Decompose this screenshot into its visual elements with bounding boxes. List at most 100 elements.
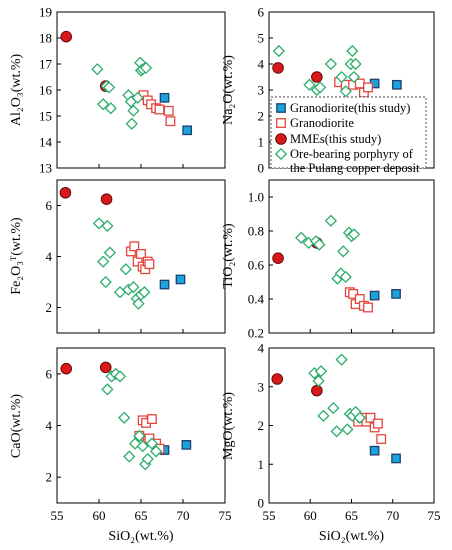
y-tick-label: 18 [39, 31, 52, 46]
y-tick-label: 0.6 [248, 258, 265, 273]
y-tick-label: 4 [258, 341, 265, 356]
data-point [317, 409, 330, 422]
data-point [354, 78, 365, 89]
data-point [165, 116, 176, 127]
data-point [101, 383, 114, 396]
y-tick-label: 2 [258, 418, 265, 433]
data-point [272, 252, 284, 265]
legend-label: MMEs(this study) [290, 132, 381, 146]
y-tick-label: 1 [258, 135, 265, 150]
data-point [141, 452, 154, 466]
data-point [127, 280, 140, 294]
series-granodiorite [344, 287, 373, 313]
x-tick-label: 55 [51, 508, 64, 523]
data-point [150, 445, 163, 458]
y-tick-label: 2 [46, 300, 53, 315]
legend-marker [276, 118, 286, 128]
y-tick-label: 17 [39, 57, 53, 72]
data-point [314, 81, 327, 94]
data-point [138, 286, 151, 299]
y-tick-label: 4 [46, 249, 53, 264]
series-porphyry [295, 214, 361, 285]
data-point [113, 370, 127, 383]
series-granodiorite_study [369, 78, 402, 90]
y-tick-label: 0.2 [248, 326, 264, 341]
y-tick-label: 14 [39, 135, 53, 150]
data-point [365, 412, 376, 423]
x-tick-label: 75 [219, 508, 232, 523]
data-point [101, 219, 114, 233]
plot-frame [268, 179, 435, 334]
data-point [346, 44, 359, 58]
series-porphyry [272, 44, 362, 98]
data-point [303, 78, 316, 91]
data-point [127, 104, 140, 117]
y-tick-label: 1.0 [248, 190, 264, 205]
series-mmes [59, 186, 113, 205]
y-axis-label: Fe₂O₃ᵀ(wt.%) [9, 217, 24, 295]
data-point [146, 414, 157, 424]
x-tick-label: 65 [345, 508, 358, 523]
data-point [100, 193, 113, 205]
panel-al2o3: 13 14 15 16 17 18 19 Al₂O₃(wt.%) [9, 5, 226, 176]
y-tick-label: 0 [258, 161, 265, 176]
data-point [182, 125, 193, 136]
series-granodiorite_study [369, 445, 401, 464]
data-point [97, 98, 110, 111]
y-tick-label: 3 [258, 379, 265, 394]
legend-item-granodiorite: Granodiorite [276, 116, 354, 130]
data-point [392, 79, 402, 90]
series-mmes [272, 62, 323, 83]
data-point [91, 63, 104, 76]
data-point [391, 453, 401, 464]
data-point [60, 362, 73, 375]
panel-cao: 2 4 6 55 60 65 70 75 CaO(wt.%) SiO₂(wt.%) [9, 347, 232, 544]
data-point [363, 302, 373, 313]
data-point [102, 81, 116, 94]
data-point [391, 289, 401, 299]
data-point [125, 117, 138, 130]
data-point [272, 44, 286, 58]
x-tick-label: 60 [304, 508, 317, 523]
data-point [103, 246, 117, 259]
data-point [139, 61, 153, 75]
x-axis-label: SiO₂(wt.%) [108, 529, 173, 544]
series-porphyry [308, 353, 366, 438]
data-point [324, 57, 337, 71]
y-axis-label: Na₂O(wt.%) [221, 55, 236, 125]
data-point [295, 231, 308, 244]
y-tick-label: 15 [39, 109, 52, 124]
data-point [349, 57, 362, 71]
data-point [314, 365, 328, 378]
panel-mgo: 0 1 2 3 4 55 60 65 70 75 MgO(wt.%) SiO₂(wt.%) [221, 341, 441, 545]
y-tick-label: 6 [258, 5, 265, 20]
series-granodiorite [125, 241, 155, 275]
legend-item-mmes: MMEs(this study) [275, 132, 381, 146]
y-tick-label: 3 [258, 83, 265, 98]
data-point [313, 238, 326, 251]
y-tick-label: 0.8 [248, 224, 264, 239]
data-point [163, 105, 174, 116]
data-point [99, 361, 112, 374]
y-tick-label: 16 [39, 83, 53, 98]
data-point [97, 255, 110, 268]
y-axis-label: CaO(wt.%) [9, 394, 24, 458]
y-tick-label: 13 [39, 161, 52, 176]
plot-frame [56, 11, 226, 169]
data-point [129, 241, 140, 252]
data-point [347, 228, 361, 241]
legend: Granodiorite(this study)Granodiorite MMEs… [270, 96, 427, 175]
panel-na2o: 0 1 2 3 4 5 6 Na₂O(wt.%) [221, 5, 435, 176]
legend-label: Ore-bearing porphyry of [290, 147, 414, 161]
data-point [335, 353, 348, 366]
data-point [327, 401, 340, 415]
data-point [353, 411, 366, 424]
y-axis-label: TiO₂(wt.%) [221, 223, 236, 289]
plot-frame [268, 347, 435, 504]
data-point [181, 440, 192, 450]
data-point [59, 186, 72, 199]
y-tick-label: 5 [258, 31, 265, 46]
data-point [311, 384, 323, 397]
x-tick-label: 70 [386, 508, 399, 523]
legend-label: Granodiorite(this study) [290, 101, 410, 115]
